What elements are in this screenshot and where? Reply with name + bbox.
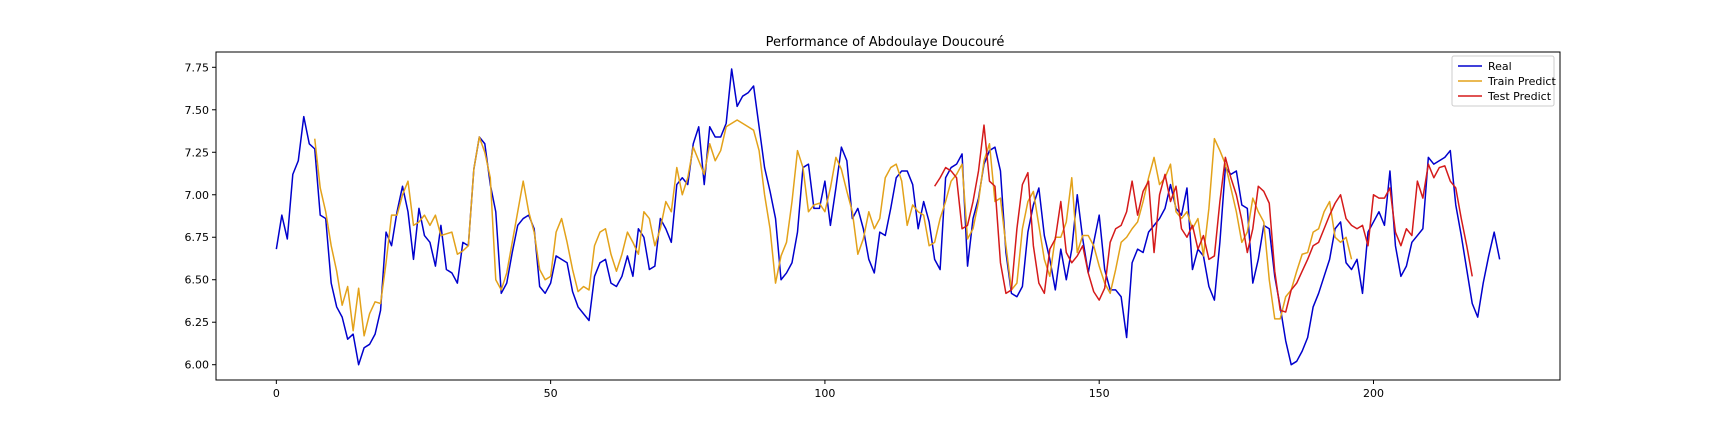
- y-tick-label: 7.00: [185, 189, 210, 202]
- plot-frame: [215, 51, 1561, 381]
- x-tick-label: 0: [273, 387, 280, 400]
- y-tick-label: 7.75: [185, 61, 210, 74]
- y-tick-label: 6.75: [185, 231, 210, 244]
- x-tick-label: 100: [814, 387, 835, 400]
- x-tick-label: 50: [544, 387, 558, 400]
- legend: Real Train Predict Test Predict: [1451, 55, 1556, 107]
- y-tick-label: 7.25: [185, 146, 210, 159]
- plot-lines: [275, 68, 1501, 366]
- series-line-train-predict: [313, 119, 1353, 337]
- x-tick-label: 200: [1363, 387, 1384, 400]
- chart-title: Performance of Abdoulaye Doucouré: [766, 35, 1005, 50]
- y-tick-label: 6.50: [185, 274, 210, 287]
- y-tick-label: 6.00: [185, 359, 210, 372]
- x-tick-label: 150: [1089, 387, 1110, 400]
- legend-label: Test Predict: [1487, 90, 1552, 103]
- y-tick-label: 7.50: [185, 104, 210, 117]
- series-line-test-predict: [933, 124, 1473, 313]
- y-tick-label: 6.25: [185, 316, 210, 329]
- legend-label: Train Predict: [1487, 75, 1556, 88]
- series-line-real: [275, 68, 1501, 366]
- x-axis: 0 50 100 150 200: [273, 380, 1384, 400]
- y-axis: 6.00 6.25 6.50 6.75 7.00 7.25 7.50 7.75: [185, 61, 216, 372]
- legend-label: Real: [1488, 60, 1512, 73]
- legend-box: [1451, 55, 1555, 107]
